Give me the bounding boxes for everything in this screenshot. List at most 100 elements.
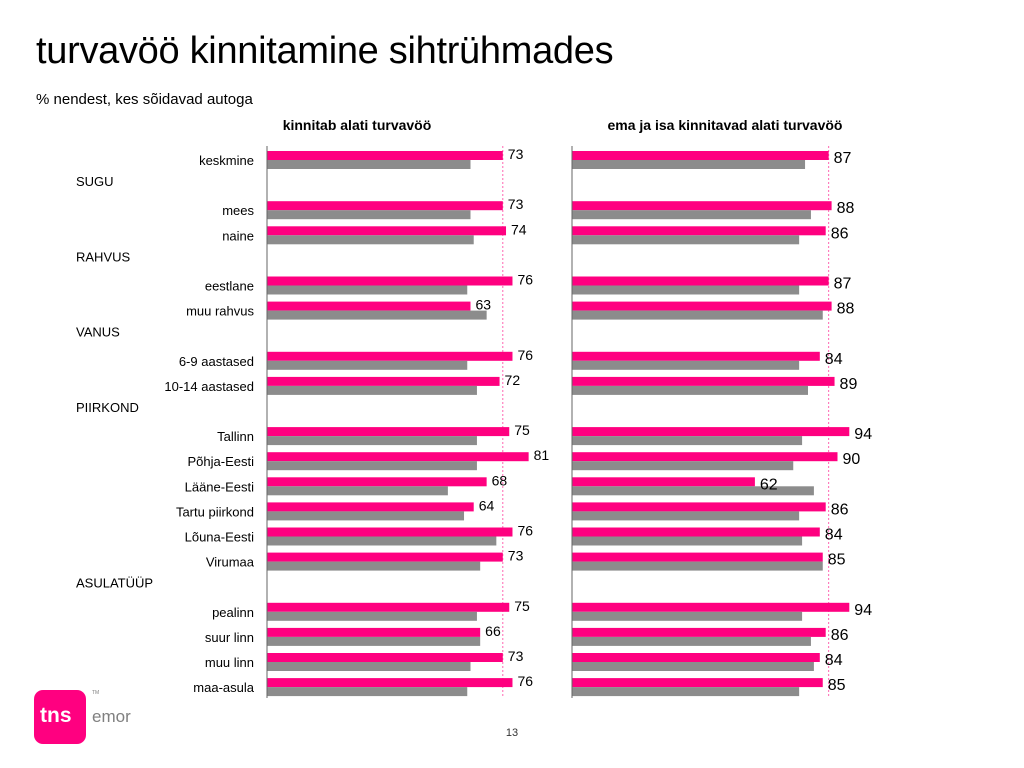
data-label: 76 [517,272,533,288]
bar-primary [572,527,820,537]
data-label: 94 [854,602,872,619]
bar-primary [267,602,510,612]
bar-primary [572,201,832,211]
category-label: Virumaa [206,555,255,570]
bar-secondary [572,536,803,546]
bar-primary [572,276,829,286]
data-label: 86 [831,501,849,518]
group-label: PIIRKOND [76,400,139,415]
bar-primary [572,301,832,311]
bar-primary [267,427,510,437]
bar-secondary [572,461,794,471]
data-label: 84 [825,527,843,544]
svg-text:emor: emor [92,707,131,726]
bar-secondary [267,611,477,621]
bar-secondary [267,385,477,395]
bar-secondary [267,160,471,169]
bar-secondary [267,511,465,521]
bar-secondary [572,636,811,646]
bar-secondary [572,687,800,697]
bar-secondary [267,436,477,446]
bar-primary [572,151,829,160]
bar-primary [267,301,471,311]
data-label: 87 [834,150,852,167]
data-label: 85 [828,677,846,694]
category-label: Tartu piirkond [176,504,254,519]
bar-charts: keskmine SUGU mees naine RAHVUS eestlane muu r… [76,117,872,698]
bar-secondary [267,687,468,697]
data-label: 63 [475,297,491,313]
data-label: 75 [514,422,530,438]
data-label: 84 [825,351,843,368]
data-label: 64 [479,497,495,513]
bar-secondary [572,436,803,446]
data-label: 66 [485,623,501,639]
data-label: 87 [834,276,852,293]
bar-secondary [267,536,497,546]
category-label: 10-14 aastased [164,379,254,394]
data-label: 76 [517,523,533,539]
bar-primary [267,527,513,537]
category-label: suur linn [205,630,254,645]
bar-secondary [267,486,448,496]
bar-primary [267,201,503,211]
page-subtitle: % nendest, kes sõidavad autoga [36,91,253,108]
data-label: 73 [508,648,524,664]
page-number: 13 [505,727,519,739]
bar-primary [267,627,481,637]
chart-title: ema ja isa kinnitavad alati turvavöö [608,117,843,133]
category-label: muu linn [205,655,254,670]
data-label: 88 [837,200,855,217]
bar-secondary [572,662,814,671]
data-label: 62 [760,476,778,493]
bar-secondary [267,235,474,245]
bar-primary [572,376,835,386]
data-label: 86 [831,225,849,242]
bar-primary [572,477,755,487]
category-label: Lääne-Eesti [185,479,254,494]
data-label: 72 [505,372,521,388]
category-label: eestlane [205,279,254,294]
data-label: 88 [837,301,855,318]
bar-primary [267,276,513,286]
page-title: turvavöö kinnitamine sihtrühmades [36,30,614,72]
bar-secondary [267,210,471,220]
bar-secondary [572,210,811,220]
category-label: Tallinn [217,429,254,444]
bar-secondary [572,511,800,521]
bar-secondary [572,360,800,370]
data-label: 76 [517,673,533,689]
bar-secondary [572,285,800,295]
bar-secondary [572,310,823,320]
bar-secondary [267,360,468,370]
bar-primary [572,502,826,512]
data-label: 94 [854,426,872,443]
bar-secondary [572,561,823,571]
tns-emor-logo: tns emor TM [34,690,131,744]
bar-primary [267,477,487,487]
bar-primary [267,552,503,562]
bar-primary [267,678,513,688]
group-label: VANUS [76,325,120,340]
group-label: SUGU [76,174,114,189]
bar-primary [572,427,850,437]
bar-primary [267,376,500,386]
bar-primary [267,502,474,512]
category-label: naine [222,228,254,243]
category-label: Lõuna-Eesti [185,530,254,545]
group-label: ASULATÜÜP [76,576,153,591]
data-label: 90 [843,451,861,468]
bar-primary [572,552,823,562]
data-label: 76 [517,347,533,363]
bar-primary [267,653,503,662]
bar-secondary [572,160,806,169]
bar-secondary [267,310,487,320]
bar-primary [267,452,529,462]
category-label: keskmine [199,153,254,168]
bar-primary [572,678,823,688]
bar-secondary [572,611,803,621]
data-label: 75 [514,598,530,614]
svg-text:TM: TM [92,690,99,696]
category-label: pealinn [212,605,254,620]
bar-secondary [572,235,800,245]
